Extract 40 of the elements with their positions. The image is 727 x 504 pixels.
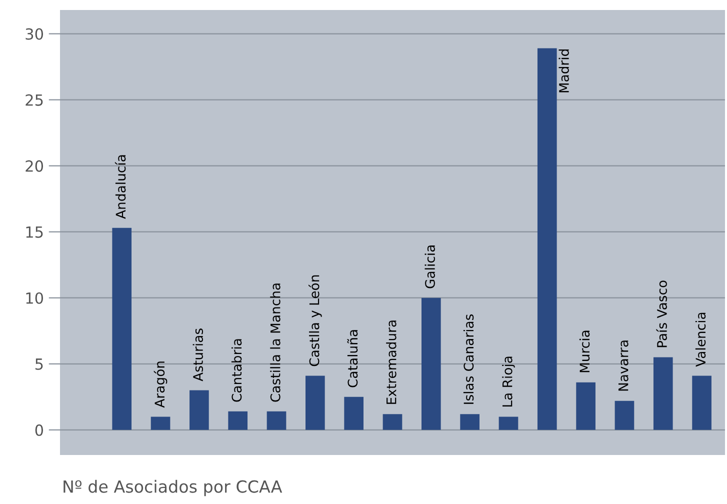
bar [537,48,557,430]
y-tick-label: 30 [26,28,44,40]
x-tick-label: Islas Canarias [463,314,474,404]
bar [228,411,248,430]
x-tick-label: Extremadura [386,320,396,404]
y-tick-label: 20 [26,160,44,172]
x-tick-label: Cantabria [231,339,242,402]
x-tick-label: Asturias [192,328,204,382]
bar [498,416,518,430]
x-tick-label: País Vasco [656,280,667,348]
bar [344,396,364,430]
x-tick-label: Galicia [424,246,435,288]
bar [692,376,712,430]
x-tick-label: Madrid [558,49,569,92]
y-tick-label: 10 [26,292,44,304]
x-tick-label: Andalucía [114,155,126,219]
bar [653,357,673,430]
x-tick-label: Cataluña [347,330,358,388]
bar [306,376,325,430]
bar [421,298,441,430]
y-tick-label: 0 [35,424,44,436]
x-tick-label: Aragón [154,362,168,408]
x-tick-label: Valencia [695,312,706,367]
x-tick-label: La Rioja [502,356,515,407]
bar [112,228,132,430]
bar [614,400,634,430]
bar [190,390,209,430]
bar [266,411,286,430]
y-tick-label: 15 [26,226,43,238]
y-tick-label: 25 [26,94,43,106]
x-tick-label: Castilla la Mancha [270,284,280,402]
x-tick-label: Murcia [579,330,590,372]
bar [150,416,170,430]
x-tick-label: Navarra [618,340,628,391]
bar [460,414,480,430]
x-tick-label: Castlla y León [308,275,322,366]
x-axis-title: Nº de Asociados por CCAA [64,480,282,496]
y-tick-label: 5 [35,358,43,370]
bar [382,414,402,430]
bar [576,382,596,430]
